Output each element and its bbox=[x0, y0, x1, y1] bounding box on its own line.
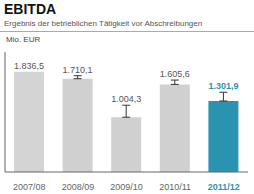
svg-text:2010/11: 2010/11 bbox=[159, 182, 191, 192]
html-text:Ergebnis der betrieblichen Tät: Ergebnis der betrieblichen Tätigkeit vor… bbox=[4, 19, 203, 28]
svg-text:2007/08: 2007/08 bbox=[13, 182, 46, 192]
svg-text:1.710,1: 1.710,1 bbox=[63, 65, 93, 75]
svg-text:1.004,3: 1.004,3 bbox=[111, 94, 141, 104]
svg-text:2009/10: 2009/10 bbox=[110, 182, 143, 192]
html-text:EBITDA: EBITDA bbox=[4, 1, 57, 17]
svg-text:1.605,6: 1.605,6 bbox=[160, 69, 190, 79]
svg-text:1.301,9: 1.301,9 bbox=[208, 81, 238, 91]
svg-text:1.836,5: 1.836,5 bbox=[14, 61, 44, 71]
svg-text:2011/12: 2011/12 bbox=[208, 182, 240, 192]
svg-text:2008/09: 2008/09 bbox=[62, 182, 95, 192]
html-text:Mio. EUR: Mio. EUR bbox=[6, 35, 41, 44]
